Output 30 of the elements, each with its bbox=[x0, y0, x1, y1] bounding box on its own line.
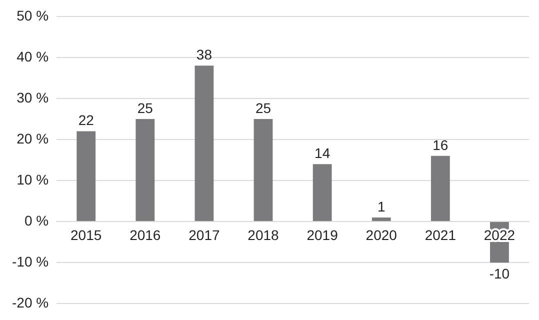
bar bbox=[372, 217, 391, 222]
data-label: 14 bbox=[314, 144, 330, 161]
y-tick-label: 20 % bbox=[16, 130, 49, 146]
data-label: 38 bbox=[196, 46, 212, 62]
data-label: 25 bbox=[137, 100, 154, 116]
data-label: 1 bbox=[377, 198, 386, 214]
bar bbox=[254, 118, 273, 222]
x-tick-label: 2019 bbox=[306, 226, 338, 243]
y-tick-label: -20 % bbox=[12, 294, 49, 310]
bar bbox=[136, 118, 155, 222]
y-tick-label: 40 % bbox=[16, 48, 49, 64]
y-tick-label: 10 % bbox=[16, 171, 49, 188]
data-label: 25 bbox=[255, 100, 272, 116]
bar bbox=[194, 66, 214, 222]
x-tick-label: 2020 bbox=[366, 226, 398, 243]
data-label: -10 bbox=[489, 265, 510, 282]
y-tick-label: 0 % bbox=[24, 212, 49, 228]
x-tick-label: 2018 bbox=[248, 226, 280, 243]
x-tick-label: 2016 bbox=[130, 226, 161, 243]
x-tick-label: 2017 bbox=[188, 226, 220, 243]
data-label: 22 bbox=[78, 112, 94, 128]
y-tick-label: 30 % bbox=[16, 89, 49, 106]
x-tick-label: 2021 bbox=[424, 226, 456, 243]
y-tick-label: -10 % bbox=[12, 253, 49, 270]
bar bbox=[430, 156, 450, 222]
data-label: 16 bbox=[432, 136, 448, 153]
x-tick-label: 2015 bbox=[70, 226, 102, 243]
y-tick-label: 50 % bbox=[16, 7, 49, 24]
bar bbox=[312, 164, 332, 222]
bar bbox=[76, 131, 96, 222]
